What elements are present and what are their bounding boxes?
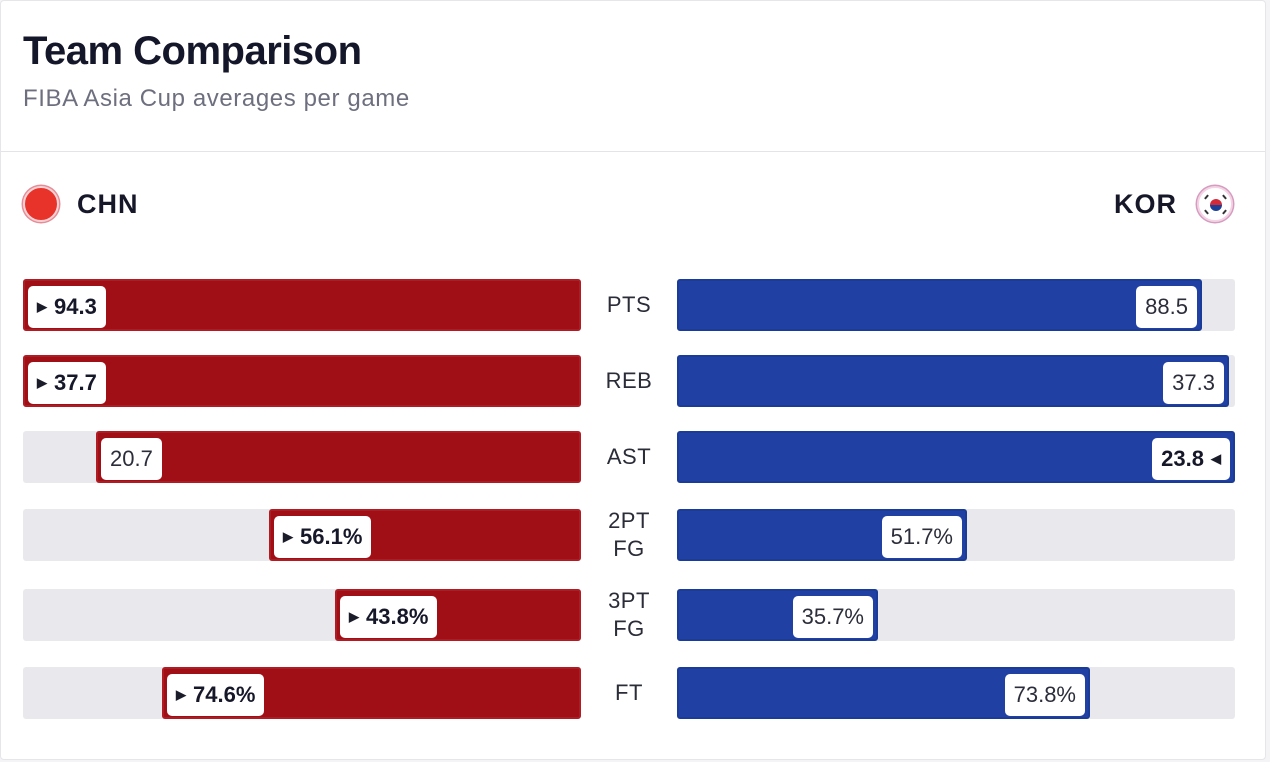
category-label: PTS: [606, 292, 652, 317]
bar-chn-2pt-fg: ▶ 56.1%: [269, 509, 581, 561]
data-label: ▶ 56.1%: [274, 516, 372, 558]
data-label: 20.7: [101, 438, 162, 480]
team-left: CHN: [23, 186, 139, 222]
bar-kor-pts: 88.5: [677, 279, 1202, 331]
value-text: 23.8: [1161, 446, 1204, 471]
bar-track-right: 88.5: [677, 279, 1235, 331]
bar-chn-ft: ▶ 74.6%: [162, 667, 581, 719]
bar-chn-ast: 20.7: [96, 431, 581, 483]
leader-arrow-icon: ▶: [283, 529, 293, 544]
data-label: ▶ 43.8%: [340, 596, 438, 638]
leader-arrow-icon: ▶: [349, 609, 359, 624]
team-right-name: KOR: [1114, 188, 1177, 219]
data-label: ▶ 94.3: [28, 286, 106, 328]
value-text: 37.7: [54, 370, 97, 395]
team-right: KOR: [1114, 186, 1233, 222]
leader-arrow-icon: ▶: [176, 687, 186, 702]
value-text: 94.3: [54, 294, 97, 319]
category-label: REB: [605, 368, 653, 393]
value-text: 35.7%: [801, 604, 864, 629]
data-label: 23.8 ◀: [1152, 438, 1230, 480]
data-label: 88.5: [1136, 286, 1197, 328]
data-label: ▶ 74.6%: [167, 674, 265, 716]
bar-chn-3pt-fg: ▶ 43.8%: [335, 589, 581, 641]
leader-arrow-icon: ▶: [37, 299, 47, 314]
page-title: Team Comparison: [23, 29, 362, 73]
data-label: 37.3: [1163, 362, 1224, 404]
value-text: 37.3: [1172, 370, 1215, 395]
value-text: 88.5: [1145, 294, 1188, 319]
bar-track-left: ▶ 37.7: [23, 355, 581, 407]
leader-arrow-icon: ◀: [1211, 451, 1221, 466]
bar-kor-ft: 73.8%: [677, 667, 1090, 719]
data-label: 73.8%: [1004, 674, 1085, 716]
leader-arrow-icon: ▶: [37, 375, 47, 390]
category-label: AST: [606, 444, 652, 469]
bar-track-right: 35.7%: [677, 589, 1235, 641]
bar-track-left: ▶ 43.8%: [23, 589, 581, 641]
category-label: 3PT FG: [608, 588, 650, 641]
bar-track-left: ▶ 74.6%: [23, 667, 581, 719]
page-subtitle: FIBA Asia Cup averages per game: [23, 85, 410, 112]
value-text: 56.1%: [300, 524, 363, 549]
bar-track-right: 51.7%: [677, 509, 1235, 561]
value-text: 51.7%: [890, 524, 953, 549]
data-label: ▶ 37.7: [28, 362, 106, 404]
bar-kor-reb: 37.3: [677, 355, 1229, 407]
value-text: 73.8%: [1013, 682, 1076, 707]
category-label: 2PT FG: [608, 508, 650, 561]
bar-kor-ast: 23.8 ◀: [677, 431, 1235, 483]
card-header: Team Comparison FIBA Asia Cup averages p…: [1, 1, 1265, 152]
bar-chn-pts: ▶ 94.3: [23, 279, 581, 331]
bar-track-right: 23.8 ◀: [677, 431, 1235, 483]
south-korea-flag-icon: [1197, 186, 1233, 222]
team-left-name: CHN: [77, 188, 139, 219]
bar-track-left: ▶ 56.1%: [23, 509, 581, 561]
china-flag-icon: [23, 186, 59, 222]
value-text: 20.7: [110, 446, 153, 471]
value-text: 43.8%: [366, 604, 429, 629]
category-label: FT: [615, 680, 643, 705]
value-text: 74.6%: [193, 682, 256, 707]
bar-kor-2pt-fg: 51.7%: [677, 509, 967, 561]
bar-chn-reb: ▶ 37.7: [23, 355, 581, 407]
data-label: 35.7%: [792, 596, 873, 638]
bar-track-left: ▶ 94.3: [23, 279, 581, 331]
bar-track-right: 37.3: [677, 355, 1235, 407]
bar-kor-3pt-fg: 35.7%: [677, 589, 878, 641]
bar-track-right: 73.8%: [677, 667, 1235, 719]
bar-track-left: 20.7: [23, 431, 581, 483]
data-label: 51.7%: [881, 516, 962, 558]
